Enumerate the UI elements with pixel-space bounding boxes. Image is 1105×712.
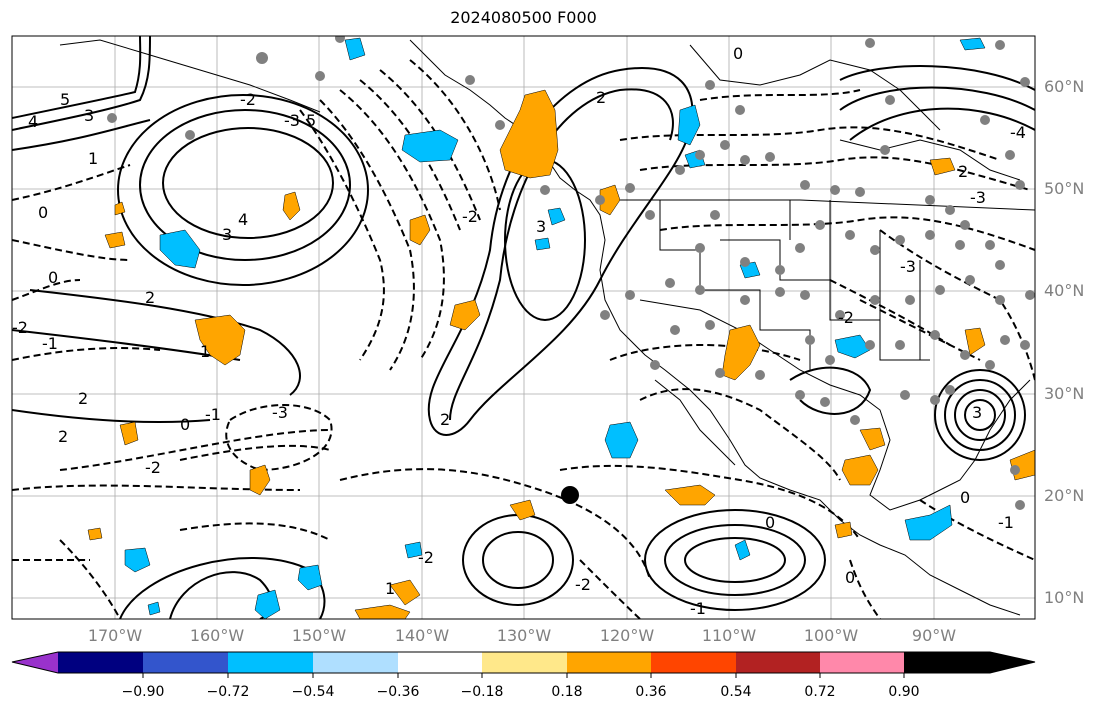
contour-label: -1 (690, 599, 706, 618)
contour-label: 0 (765, 513, 775, 532)
contour-label: 2 (958, 162, 968, 181)
contour-label: 2 (145, 288, 155, 307)
contour-label: 2 (440, 410, 450, 429)
contour-label: 0 (733, 44, 743, 63)
lat-label: 60°N (1044, 77, 1085, 96)
contour-label: 3 (84, 106, 94, 125)
colorbar-segment (482, 652, 567, 673)
contour-label: -3 (900, 257, 916, 276)
contour-label: 0 (48, 268, 58, 287)
contour-label: 4 (238, 210, 248, 229)
contour-label: 5 (306, 111, 316, 130)
map-content: 5 3 4 1 0 -2 -3 5 4 3 2 0 -1 -2 1 2 2 -3… (12, 36, 1035, 619)
station-dots (107, 36, 1035, 510)
colorbar-tick-label: −0.36 (376, 684, 420, 700)
contour-label: 2 (78, 389, 88, 408)
contour-label: -3 (284, 111, 300, 130)
lon-label: 120°W (599, 626, 655, 645)
contour-label: 3 (536, 217, 546, 236)
contour-label: 0 (960, 488, 970, 507)
contour-label: 1 (200, 342, 210, 361)
contour-label: 0 (845, 568, 855, 587)
contour-label: -4 (1010, 123, 1026, 142)
graticule (12, 36, 1035, 619)
contour-label: 2 (58, 427, 68, 446)
contour-label: -1 (205, 405, 221, 424)
colorbar-segment (58, 652, 143, 673)
colorbar-tick-label: −0.90 (121, 684, 165, 700)
contour-label: 3 (222, 225, 232, 244)
colorbar-tick-label: −0.72 (206, 684, 250, 700)
contour-label: 5 (60, 90, 70, 109)
contour-label: 0 (180, 415, 190, 434)
contour-labels: 5 3 4 1 0 -2 -3 5 4 3 2 0 -1 -2 1 2 2 -3… (12, 44, 1026, 618)
lon-label: 160°W (189, 626, 245, 645)
colorbar-segment (228, 652, 313, 673)
contour-label: 1 (385, 579, 395, 598)
colorbar-segment (904, 652, 1035, 673)
lat-label: 10°N (1044, 588, 1085, 607)
lon-label: 100°W (803, 626, 859, 645)
negative-shading (124, 37, 986, 619)
contour-label: 0 (38, 203, 48, 222)
contour-label: 3 (972, 403, 982, 422)
colorbar-segment (820, 652, 904, 673)
lon-label: 90°W (911, 626, 957, 645)
contour-label: -3 (272, 403, 288, 422)
contour-label: -2 (462, 207, 478, 226)
lon-label: 170°W (87, 626, 143, 645)
lat-label: 50°N (1044, 179, 1085, 198)
colorbar-tick-label: −0.18 (460, 684, 504, 700)
colorbar-segment (143, 652, 228, 673)
colorbar-segment (12, 652, 58, 673)
lat-label: 20°N (1044, 486, 1085, 505)
map-frame (11, 35, 1036, 620)
lon-label: 130°W (496, 626, 552, 645)
colorbar-segment (736, 652, 820, 673)
lat-label: 40°N (1044, 281, 1085, 300)
map-title: 2024080500 F000 (450, 8, 597, 27)
colorbar-tick-label: −0.54 (291, 684, 335, 700)
coastlines (59, 39, 1035, 616)
lat-label: 30°N (1044, 384, 1085, 403)
contour-label: -2 (418, 548, 434, 567)
contour-label: -2 (838, 308, 854, 327)
marker-point (561, 486, 579, 504)
colorbar-tick-label: 0.54 (720, 684, 752, 700)
contour-label: 4 (28, 112, 38, 131)
contour-label: -2 (12, 318, 28, 337)
contour-label: 1 (88, 149, 98, 168)
contour-label: -2 (240, 90, 256, 109)
contour-label: 2 (596, 88, 606, 107)
contour-label: -1 (998, 513, 1014, 532)
contour-label: -2 (575, 575, 591, 594)
colorbar-segment (651, 652, 736, 673)
colorbar-tick-label: 0.18 (551, 684, 583, 700)
colorbar-tick-label: 0.72 (804, 684, 836, 700)
colorbar-segment (398, 652, 482, 673)
positive-shading (87, 89, 1035, 619)
colorbar (11, 651, 1036, 678)
colorbar-segment (313, 652, 398, 673)
colorbar-segment (567, 652, 651, 673)
lon-label: 110°W (701, 626, 757, 645)
colorbar-tick-label: 0.36 (635, 684, 667, 700)
colorbar-tick-label: 0.90 (888, 684, 920, 700)
lon-label: 140°W (394, 626, 450, 645)
lon-label: 150°W (291, 626, 347, 645)
contour-label: -2 (145, 458, 161, 477)
contour-label: -1 (42, 334, 58, 353)
contour-label: -3 (970, 188, 986, 207)
